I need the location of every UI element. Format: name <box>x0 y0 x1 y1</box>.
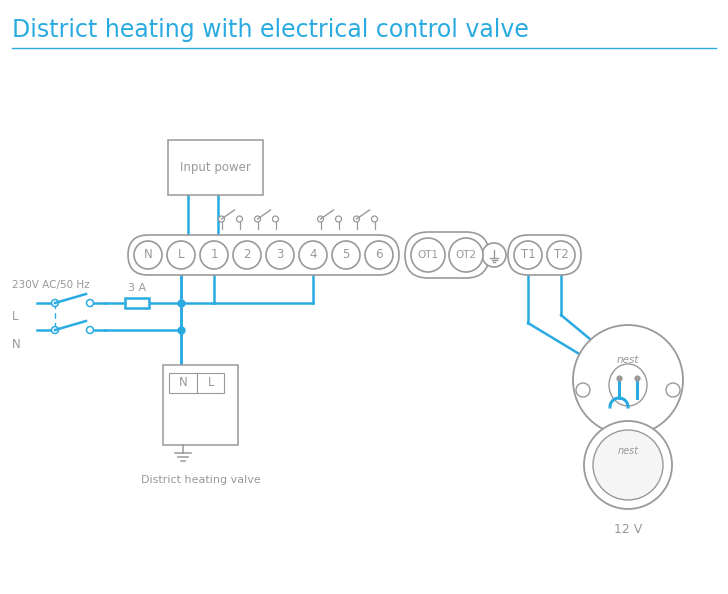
Circle shape <box>547 241 575 269</box>
Circle shape <box>255 216 261 222</box>
Text: L: L <box>178 248 184 261</box>
Text: 12 V: 12 V <box>614 523 642 536</box>
Circle shape <box>317 216 323 222</box>
Text: District heating with electrical control valve: District heating with electrical control… <box>12 18 529 42</box>
Circle shape <box>482 243 506 267</box>
Circle shape <box>332 241 360 269</box>
Text: N: N <box>178 377 187 390</box>
Circle shape <box>666 383 680 397</box>
Circle shape <box>167 241 195 269</box>
Text: nest: nest <box>617 446 638 456</box>
Circle shape <box>576 383 590 397</box>
Text: L: L <box>12 311 18 324</box>
Circle shape <box>272 216 279 222</box>
Text: N: N <box>143 248 152 261</box>
Text: 3 A: 3 A <box>128 283 146 293</box>
Circle shape <box>336 216 341 222</box>
Text: T1: T1 <box>521 248 535 261</box>
Text: Input power: Input power <box>180 161 251 174</box>
Circle shape <box>573 325 683 435</box>
Text: 3: 3 <box>277 248 284 261</box>
Circle shape <box>134 241 162 269</box>
Text: 4: 4 <box>309 248 317 261</box>
FancyBboxPatch shape <box>405 232 489 278</box>
Circle shape <box>411 238 445 272</box>
Text: nest: nest <box>617 355 639 365</box>
FancyBboxPatch shape <box>508 235 581 275</box>
Circle shape <box>584 421 672 509</box>
Text: 5: 5 <box>342 248 349 261</box>
Circle shape <box>237 216 242 222</box>
Circle shape <box>514 241 542 269</box>
Circle shape <box>449 238 483 272</box>
Circle shape <box>52 299 58 307</box>
FancyBboxPatch shape <box>168 140 263 195</box>
Circle shape <box>354 216 360 222</box>
Circle shape <box>218 216 224 222</box>
Circle shape <box>87 327 93 333</box>
Text: OT2: OT2 <box>456 250 477 260</box>
Circle shape <box>365 241 393 269</box>
Text: 1: 1 <box>210 248 218 261</box>
Text: OT1: OT1 <box>417 250 438 260</box>
FancyBboxPatch shape <box>128 235 399 275</box>
Text: T2: T2 <box>553 248 569 261</box>
Circle shape <box>266 241 294 269</box>
Circle shape <box>233 241 261 269</box>
Ellipse shape <box>609 364 647 406</box>
Text: District heating valve: District heating valve <box>141 475 261 485</box>
Circle shape <box>52 327 58 333</box>
FancyBboxPatch shape <box>125 298 149 308</box>
Circle shape <box>593 430 663 500</box>
Text: 230V AC/50 Hz: 230V AC/50 Hz <box>12 280 90 290</box>
Circle shape <box>371 216 378 222</box>
FancyBboxPatch shape <box>163 365 238 445</box>
Text: 6: 6 <box>375 248 383 261</box>
Circle shape <box>87 299 93 307</box>
Text: 2: 2 <box>243 248 250 261</box>
Text: N: N <box>12 337 21 350</box>
Circle shape <box>200 241 228 269</box>
Circle shape <box>299 241 327 269</box>
Text: L: L <box>207 377 214 390</box>
